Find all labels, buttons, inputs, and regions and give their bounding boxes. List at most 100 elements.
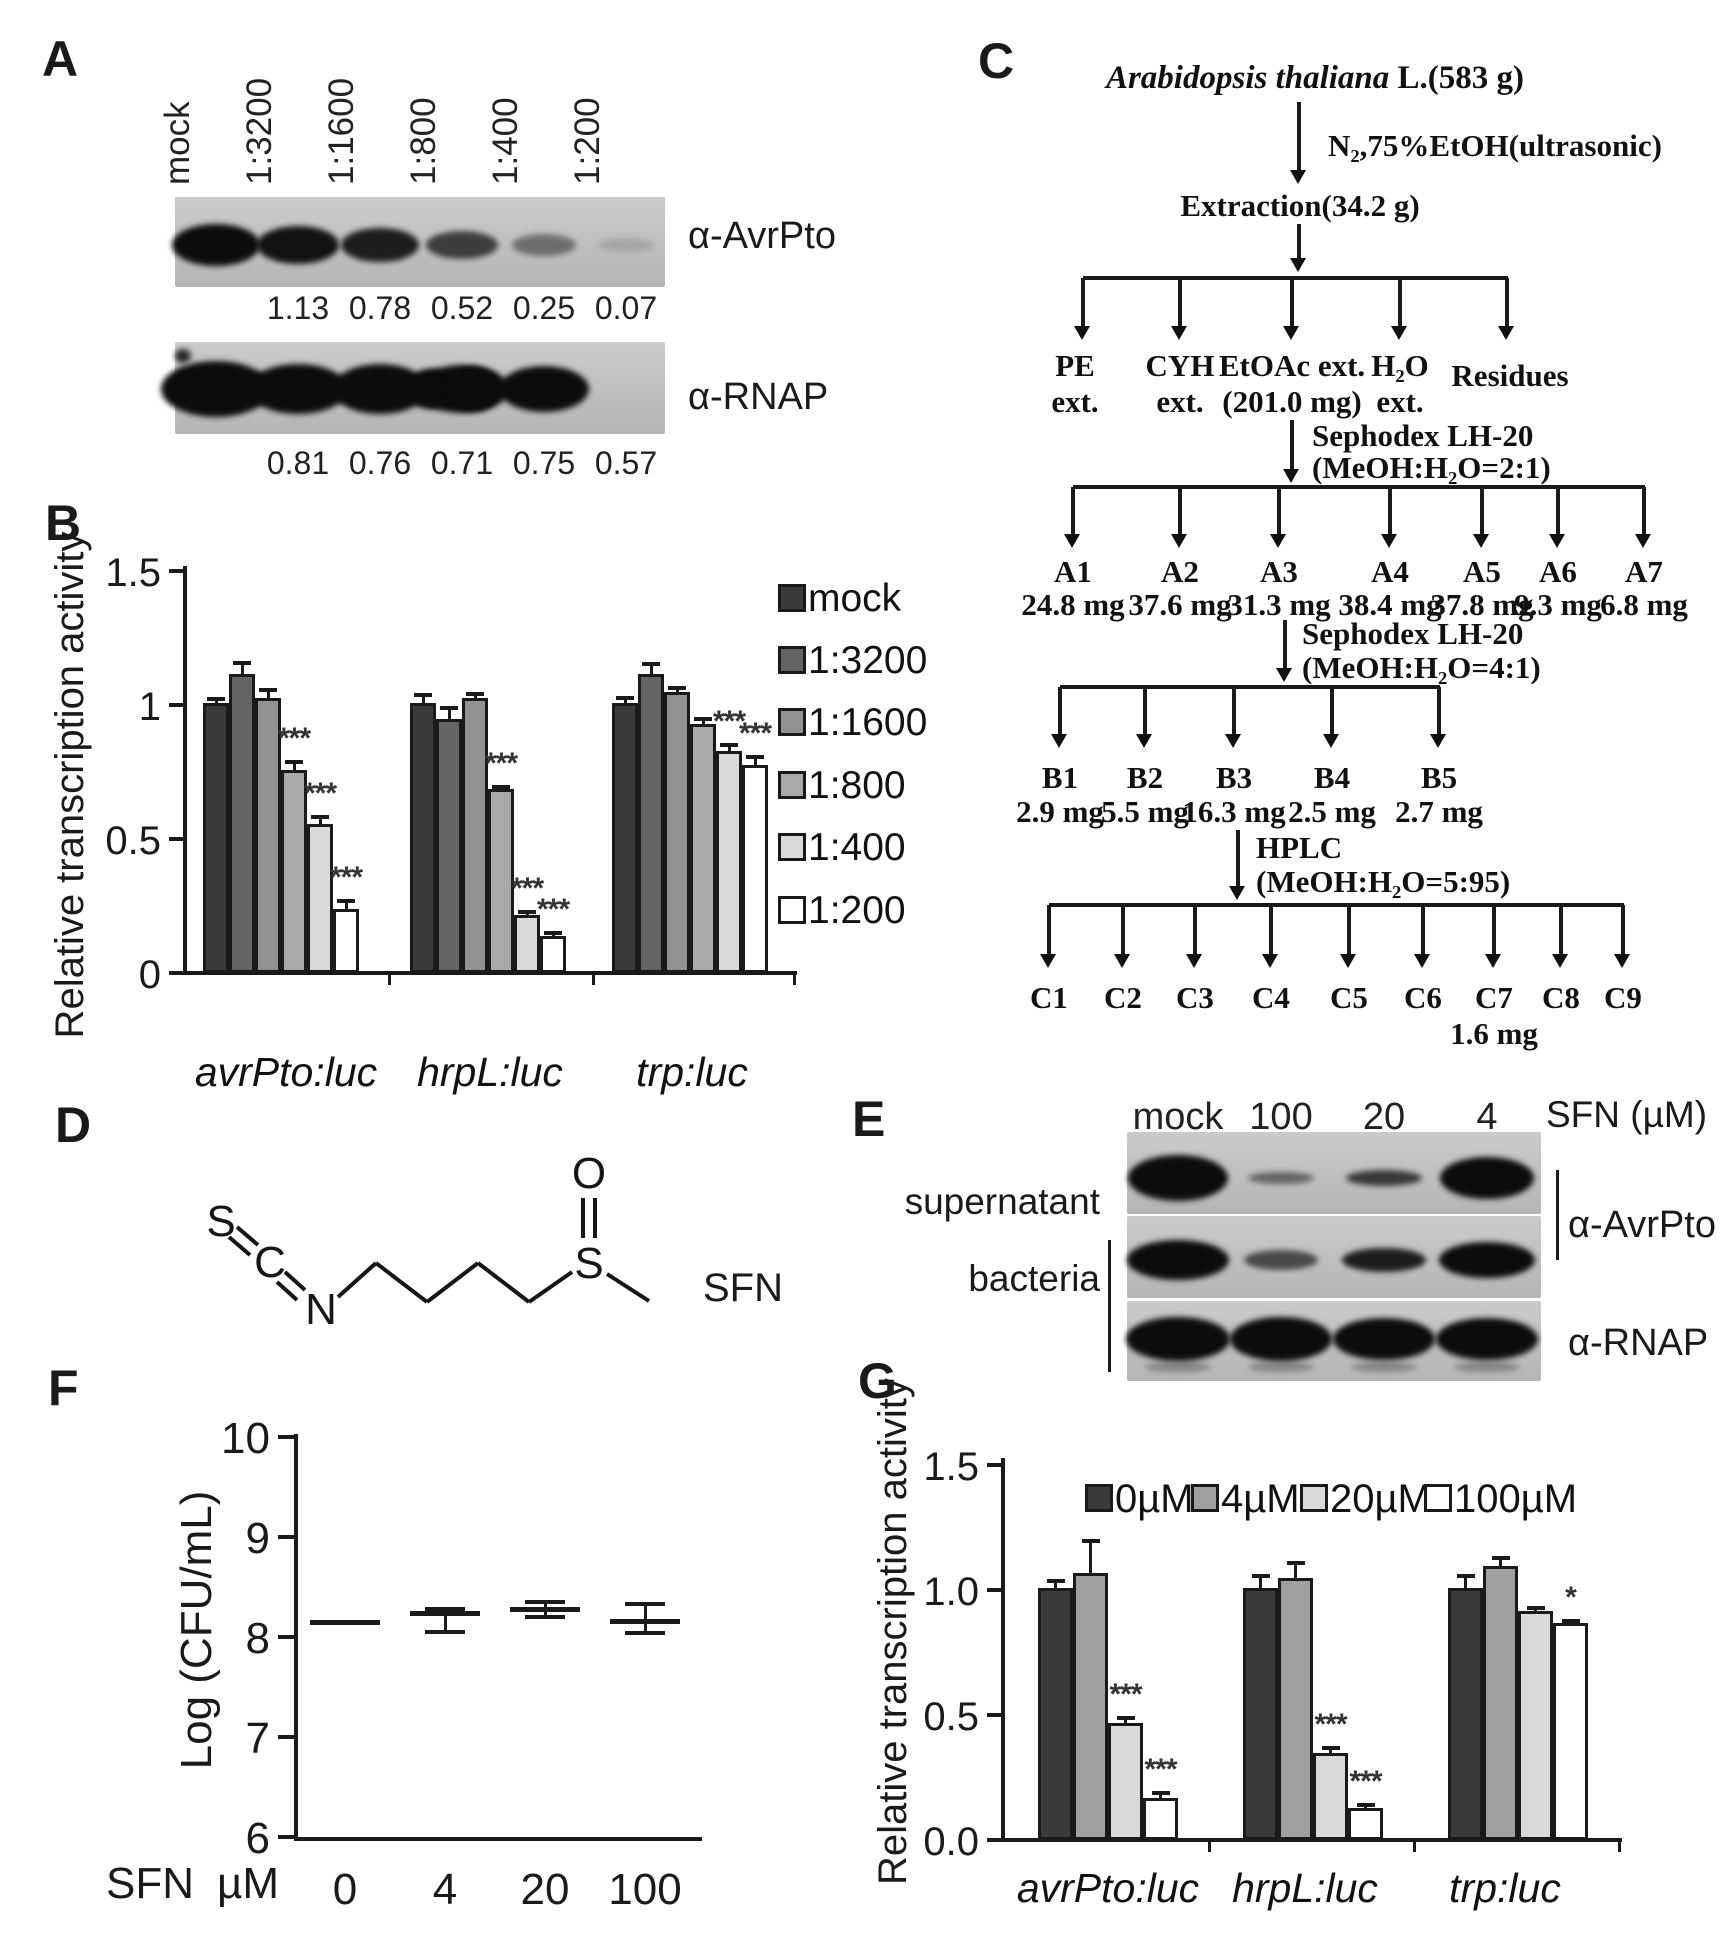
error-bar-cap — [746, 754, 764, 759]
flowchart-subfraction-name: C9 — [1604, 980, 1642, 1015]
x-category-label: avrPto:luc — [1016, 1865, 1200, 1911]
flowchart-extraction-reagent: N₂,75%EtOH(ultrasonic) — [1328, 128, 1662, 163]
error-bar-cap — [207, 696, 225, 701]
panel-e-blot-label-rnap: α-RNAP — [1568, 1322, 1709, 1364]
x-category-label: hrpL:luc — [1232, 1865, 1378, 1911]
flowchart-root-node: Arabidopsis thaliana L.(583 g) — [965, 62, 1665, 95]
significance-marker: *** — [510, 872, 544, 906]
flowchart-subfraction-name: C2 — [1104, 980, 1142, 1015]
flowchart-subfraction-name: A7 — [1625, 554, 1663, 589]
error-whisker-down — [643, 1621, 647, 1633]
rnap-band — [1333, 1318, 1435, 1360]
panel-e-lane-label: mock — [1132, 1096, 1224, 1138]
flowchart-subfraction-mass: 24.8 mg — [1021, 587, 1125, 622]
flow-arrow-line — [1058, 687, 1062, 736]
x-tick-label: 0 — [332, 1865, 358, 1914]
bar-1:200-avrPto:luc — [333, 909, 359, 973]
rnap-band — [1230, 1317, 1332, 1361]
error-bar — [1329, 1748, 1332, 1753]
panel-a-band-intensity: 0.78 — [348, 290, 412, 326]
flowchart-fraction-node: H₂O — [1371, 348, 1429, 383]
y-axis-tick — [169, 703, 183, 707]
bar-1:200-trp:luc — [742, 764, 768, 973]
flow-arrow-line — [1297, 224, 1301, 260]
error-bar-cap — [466, 692, 484, 697]
rnap-sub-band — [1351, 1362, 1417, 1372]
y-axis-tick — [278, 1735, 294, 1739]
flow-arrow-line — [1081, 278, 1085, 328]
flowchart-subfraction-name: A2 — [1161, 554, 1199, 589]
error-cap-up — [525, 1600, 565, 1604]
y-axis-tick-label: 1.5 — [923, 1445, 979, 1489]
flow-arrow-line — [1283, 620, 1287, 670]
legend-label-1:400: 1:400 — [808, 826, 906, 869]
flowchart-subfraction-mass: 31.3 mg — [1227, 587, 1331, 622]
flow-arrow-line — [1556, 487, 1560, 536]
sfn-atom-c: C — [254, 1238, 286, 1287]
y-axis-tick — [278, 1635, 294, 1639]
significance-marker: *** — [484, 746, 518, 780]
y-axis-tick — [278, 1435, 294, 1439]
bar-1:800-trp:luc — [690, 724, 716, 973]
avrpto-band — [341, 228, 419, 262]
legend-label-1:200: 1:200 — [808, 889, 906, 932]
panel-e-label: E — [852, 1091, 886, 1147]
error-bar-cap — [720, 742, 738, 747]
significance-marker: *** — [277, 721, 311, 755]
bar-1:400-hrpL:luc — [514, 914, 540, 973]
panel-e-avrpto-bracket — [1556, 1170, 1559, 1260]
arrow-down-icon — [1040, 954, 1056, 968]
x-axis-group-tick — [1618, 1838, 1621, 1852]
flowchart-subfraction-name: C3 — [1176, 980, 1214, 1015]
panel-b-label: B — [45, 495, 82, 551]
y-axis-tick-label: 10 — [221, 1414, 270, 1463]
x-tick-label: 20 — [520, 1865, 570, 1914]
panel-e-bacteria-bracket — [1108, 1240, 1111, 1372]
arrow-down-icon — [1051, 734, 1067, 748]
arrow-down-icon — [1262, 954, 1278, 968]
significance-marker: *** — [1109, 1678, 1142, 1711]
bar-20µM-trp:luc — [1518, 1610, 1553, 1840]
panel-e-blot-supernatant-avrpto — [1127, 1132, 1541, 1214]
y-axis-tick-label: 0.5 — [923, 1695, 979, 1739]
flowchart-subfraction-name: B3 — [1215, 760, 1253, 795]
error-bar — [1294, 1563, 1297, 1578]
flow-arrow-line — [1492, 905, 1496, 956]
flow-arrow-line — [1388, 487, 1392, 536]
flow-arrow-line — [1347, 905, 1351, 956]
error-bar — [753, 756, 757, 765]
error-bar-cap — [1286, 1561, 1305, 1565]
bar-1:3200-trp:luc — [638, 673, 664, 973]
bar-100µM-hrpL:luc — [1348, 1808, 1383, 1840]
error-bar-cap — [694, 717, 712, 722]
arrow-down-icon — [1064, 534, 1080, 548]
flowchart-subfraction-name: B1 — [1041, 760, 1079, 795]
error-bar-cap — [518, 910, 536, 915]
flowchart-subfraction-mass: 5.5 mg — [1101, 794, 1189, 829]
error-bar — [649, 664, 653, 674]
arrow-down-icon — [1171, 534, 1187, 548]
bacteria-avrpto-band — [1439, 1242, 1535, 1278]
x-category-label: hrpL:luc — [417, 1049, 563, 1095]
x-category-label: trp:luc — [636, 1049, 748, 1095]
y-axis-tick — [987, 1713, 1001, 1717]
legend-swatch-1:800 — [778, 771, 806, 799]
error-bar-cap — [668, 686, 686, 691]
arrow-down-icon — [1323, 734, 1339, 748]
flowchart-subfraction-name: A4 — [1371, 554, 1409, 589]
y-axis-tick-label: 1.0 — [923, 1570, 979, 1614]
y-axis-tick-label: 0.0 — [923, 1820, 979, 1864]
error-bar-cap — [414, 692, 432, 697]
error-bar — [623, 697, 627, 703]
y-axis — [294, 1434, 298, 1841]
panel-e-row-label-supernatant: supernatant — [904, 1181, 1100, 1222]
sfn-bonds — [227, 1198, 651, 1304]
y-axis-tick-label: 8 — [245, 1614, 270, 1663]
error-bar-cap — [259, 687, 277, 692]
y-axis-tick-label: 7 — [245, 1714, 270, 1763]
legend-label-100µM: 100µM — [1454, 1477, 1578, 1521]
legend-label-4µM: 4µM — [1221, 1477, 1300, 1521]
bar-1:1600-hrpL:luc — [462, 697, 488, 973]
bar-4µM-hrpL:luc — [1278, 1578, 1313, 1840]
